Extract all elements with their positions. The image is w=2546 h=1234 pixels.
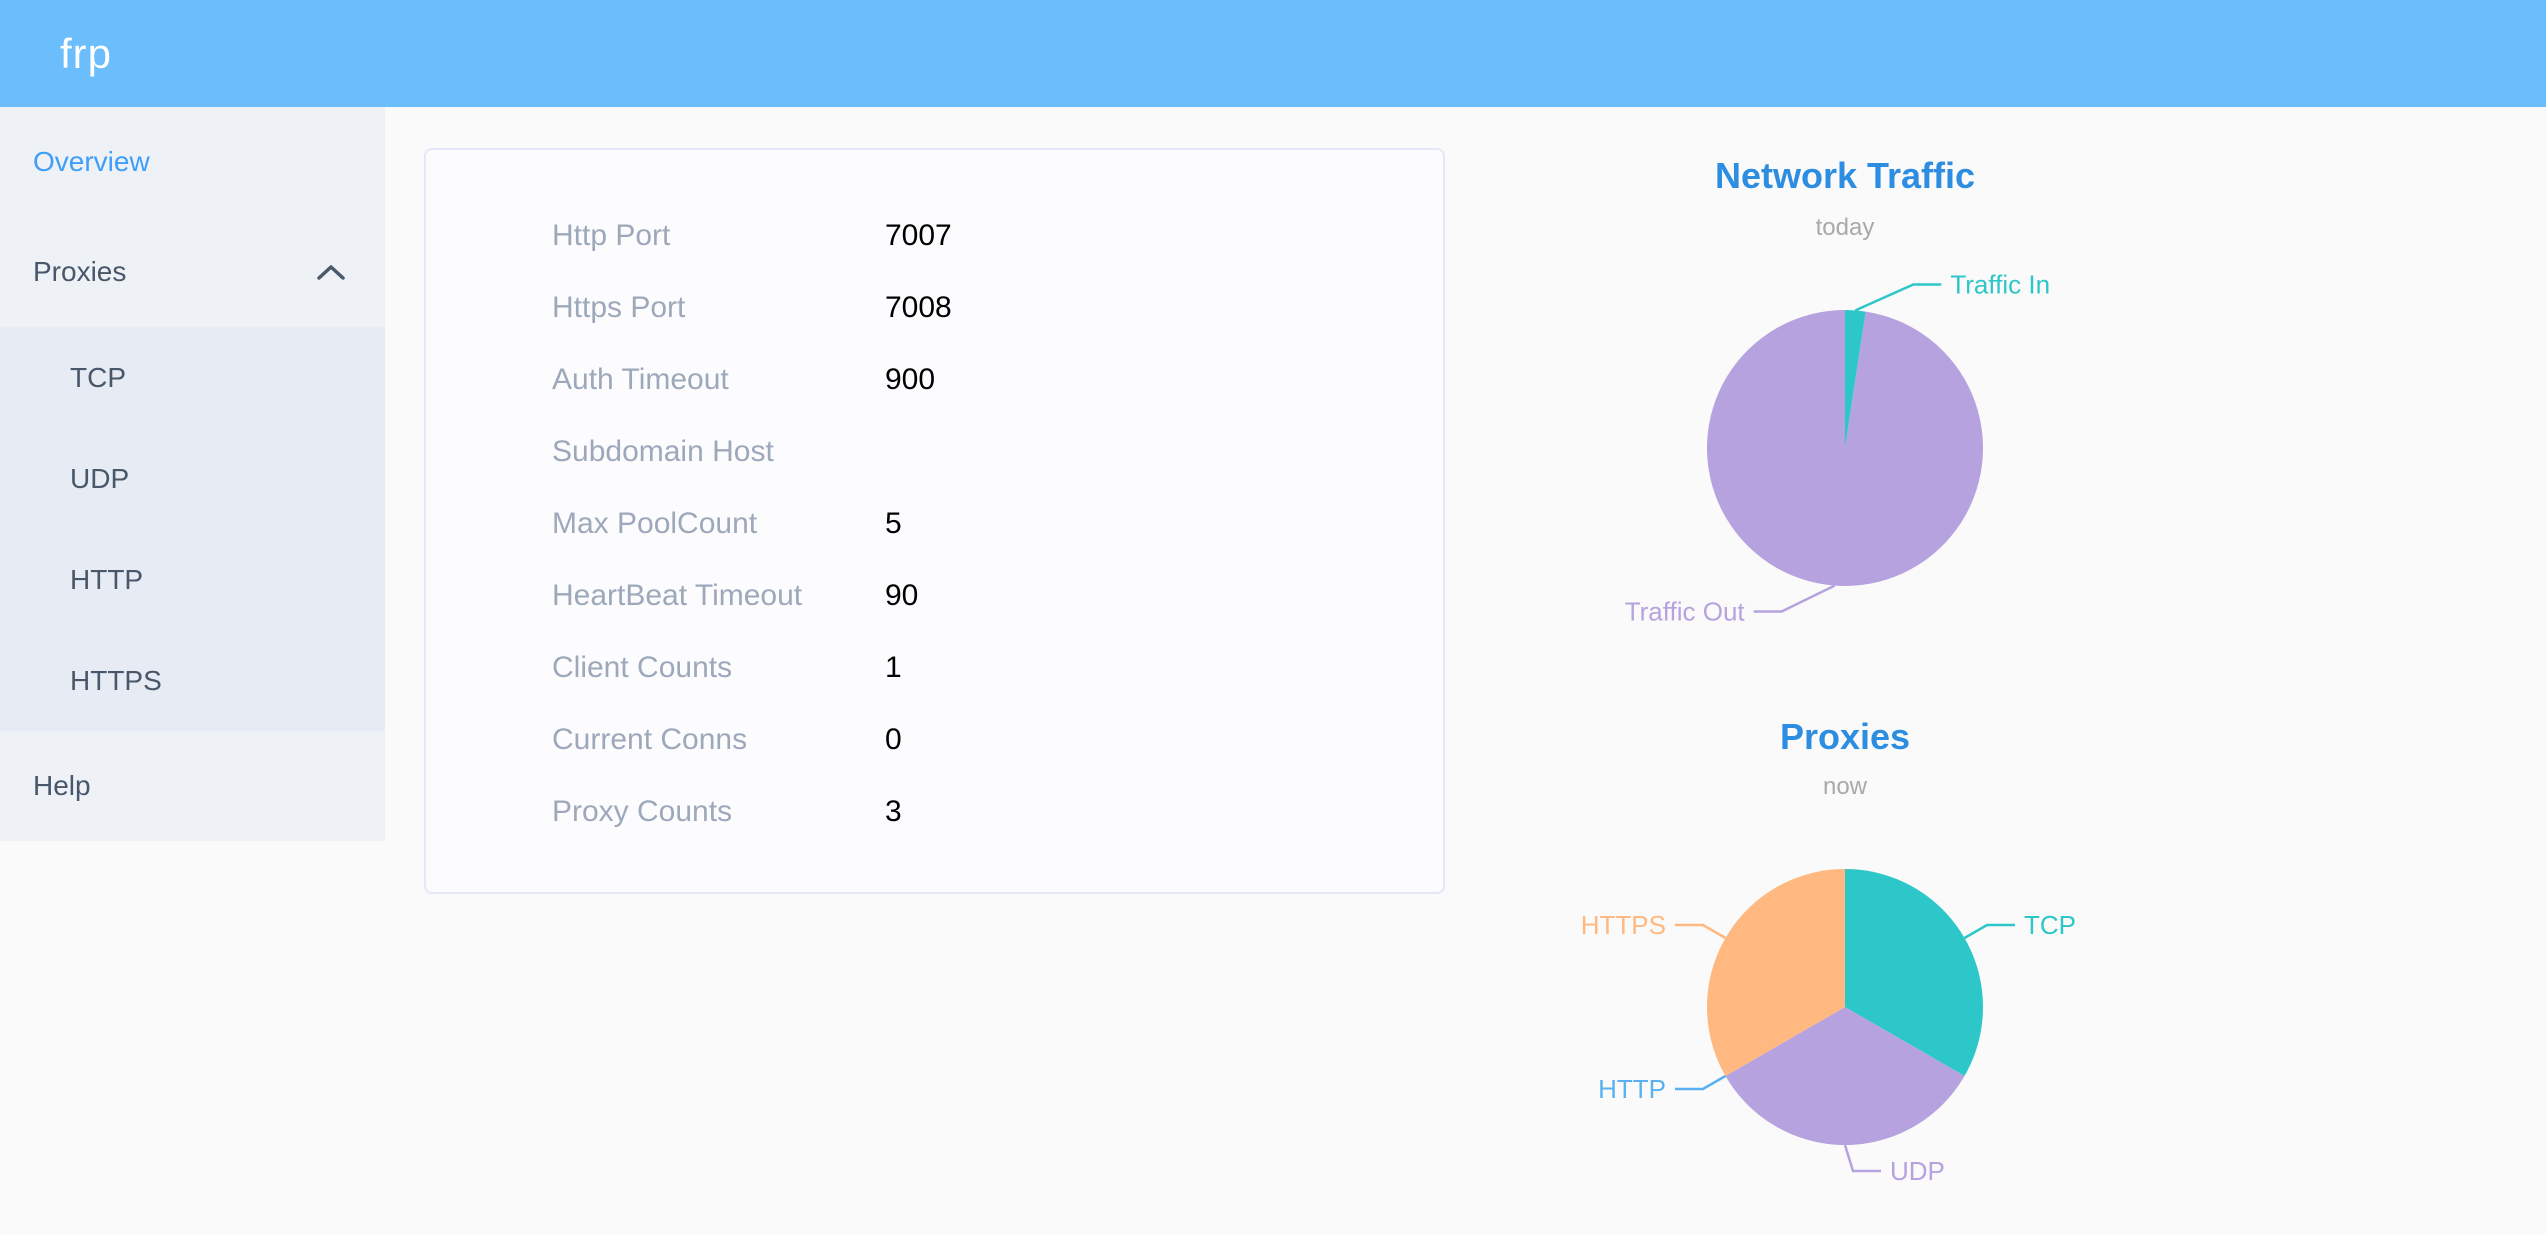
sidebar-item-tcp[interactable]: TCP bbox=[70, 362, 126, 393]
config-label: Current Conns bbox=[552, 723, 748, 756]
pie-label-tcp: TCP bbox=[2024, 910, 2076, 940]
config-row: Max PoolCount 5 bbox=[426, 488, 1443, 560]
config-label: Max PoolCount bbox=[552, 507, 758, 540]
config-label: Proxy Counts bbox=[552, 795, 733, 828]
config-label: Auth Timeout bbox=[552, 363, 729, 396]
config-row: Https Port 7008 bbox=[426, 272, 1443, 344]
server-config-card: Http Port 7007 Https Port 7008 Auth Timeou… bbox=[424, 148, 1445, 894]
config-row: HeartBeat Timeout 90 bbox=[426, 560, 1443, 632]
sidebar-item-http[interactable]: HTTP bbox=[70, 564, 144, 595]
pie-slice-tcp bbox=[1845, 869, 1983, 1076]
pie-label-line-traffic-in bbox=[1854, 283, 1942, 312]
config-row: Proxy Counts 3 bbox=[426, 776, 1443, 848]
sidebar-item-proxies[interactable]: Proxies bbox=[0, 217, 385, 327]
pie-label-traffic-in: Traffic In bbox=[1950, 269, 2050, 299]
chevron-up-icon bbox=[317, 265, 345, 280]
config-row: Http Port 7007 bbox=[426, 200, 1443, 272]
config-value: 7008 bbox=[885, 291, 952, 324]
pie-slice-traffic-in bbox=[1845, 310, 1866, 448]
pie-slice-https bbox=[1707, 869, 1845, 1076]
app-logo: frp bbox=[60, 30, 113, 77]
sidebar-item-udp[interactable]: UDP bbox=[70, 463, 130, 494]
sidebar-item-help[interactable]: Help bbox=[33, 770, 91, 801]
chart-title: Network Traffic bbox=[1715, 155, 1975, 196]
config-label: Http Port bbox=[552, 219, 671, 252]
config-row: Subdomain Host bbox=[426, 416, 1443, 488]
pie-label-line-traffic-out bbox=[1753, 584, 1836, 613]
sidebar-item-overview[interactable]: Overview bbox=[33, 146, 150, 177]
pie-slice-udp bbox=[1725, 1007, 1965, 1145]
config-row: Client Counts 1 bbox=[426, 632, 1443, 704]
config-value: 1 bbox=[885, 651, 902, 684]
pie-label-line-http bbox=[1674, 1074, 1727, 1091]
config-label: Subdomain Host bbox=[552, 435, 774, 468]
network-traffic-pie: Traffic In Traffic Out bbox=[1625, 269, 2050, 626]
network-traffic-chart: Network Traffic today Traffic InTraffic … bbox=[1625, 155, 2050, 627]
config-row: Auth Timeout 900 bbox=[426, 344, 1443, 416]
pie-label-http: HTTP bbox=[1598, 1074, 1666, 1104]
chart-subtitle: now bbox=[1823, 773, 1868, 800]
sidebar-item-proxies-label: Proxies bbox=[33, 256, 127, 287]
config-value: 5 bbox=[885, 507, 902, 540]
sidebar-menu: Overview Proxies TCP UDP HTTP HTTPS Help bbox=[0, 107, 385, 841]
config-row: Current Conns 0 bbox=[426, 704, 1443, 776]
config-value: 0 bbox=[885, 723, 902, 756]
pie-label-udp: UDP bbox=[1890, 1156, 1945, 1186]
config-value: 900 bbox=[885, 363, 936, 396]
pie-label-line-tcp bbox=[1963, 923, 2016, 940]
config-value: 7007 bbox=[885, 219, 952, 252]
pie-label-traffic-out: Traffic Out bbox=[1625, 597, 1746, 627]
pie-label-https: HTTPS bbox=[1581, 910, 1666, 940]
pie-slice-traffic-out bbox=[1707, 310, 1984, 586]
proxies-pie: TCP UDP HTTP HTTPS bbox=[1581, 869, 2076, 1186]
config-label: Https Port bbox=[552, 291, 686, 324]
proxies-chart: Proxies now TCP UDP HTTP HTTPS bbox=[1581, 716, 2076, 1186]
config-value: 90 bbox=[885, 579, 919, 612]
chart-title: Proxies bbox=[1780, 716, 1910, 757]
config-label: HeartBeat Timeout bbox=[552, 579, 803, 612]
chart-subtitle: today bbox=[1816, 214, 1875, 241]
config-value: 3 bbox=[885, 795, 902, 828]
sidebar-submenu-proxies: TCP UDP HTTP HTTPS bbox=[0, 327, 385, 731]
app-header: frp bbox=[0, 0, 2546, 107]
config-label: Client Counts bbox=[552, 651, 733, 684]
pie-label-line-udp bbox=[1843, 1144, 1881, 1173]
sidebar-item-https[interactable]: HTTPS bbox=[70, 665, 162, 696]
pie-label-line-https bbox=[1674, 923, 1727, 940]
